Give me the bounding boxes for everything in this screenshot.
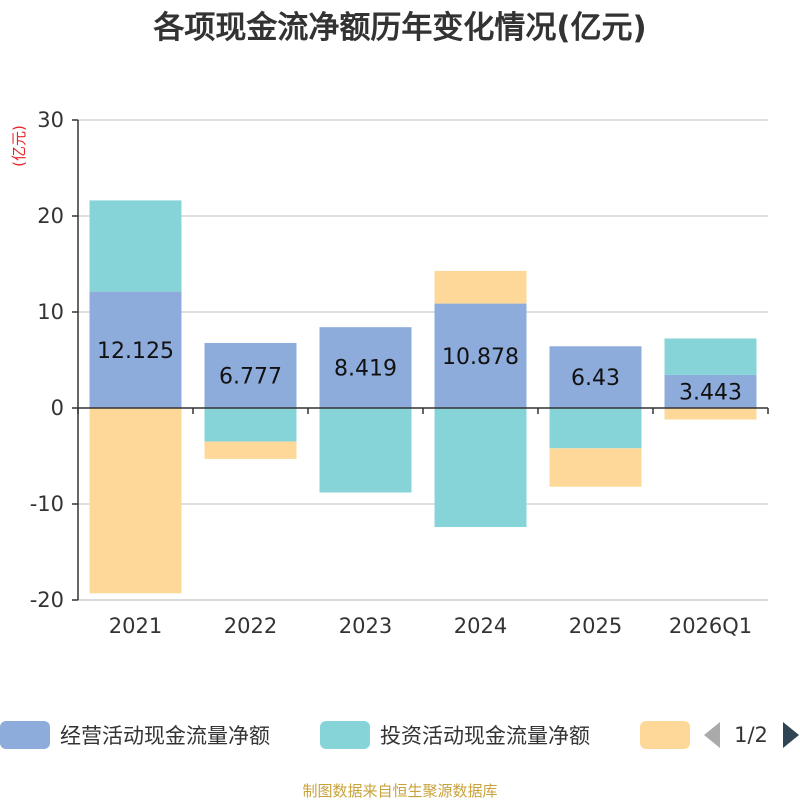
bar-segment: [549, 346, 642, 408]
bar-segment: [89, 291, 182, 408]
bar-segment: [204, 408, 297, 442]
bar-segment: [549, 408, 642, 449]
data-label: 12.125: [97, 339, 174, 364]
bar-segment: [204, 342, 297, 408]
axes: 30 20 10 0 -10 -20 2021 2022 2023 2024 2025 2026Q1: [30, 108, 769, 638]
x-tick-label: 2024: [454, 614, 507, 638]
bar-segment: [664, 408, 757, 420]
legend-label: 投资活动现金流量净额: [380, 724, 590, 748]
legend-swatch: [320, 721, 370, 749]
x-tick-label: 2026Q1: [669, 614, 752, 638]
x-tick-label: 2023: [339, 614, 392, 638]
bar-segment: [89, 408, 182, 594]
y-tick-label: 10: [37, 300, 64, 324]
bar-segment: [319, 327, 412, 408]
x-tick-label: 2021: [109, 614, 162, 638]
legend: 经营活动现金流量净额 投资活动现金流量净额 1/2: [0, 721, 799, 749]
bar-segment: [664, 338, 757, 375]
bar-segment: [434, 270, 527, 304]
chart-title: 各项现金流净额历年变化情况(亿元): [152, 10, 646, 46]
data-label: 10.878: [442, 345, 519, 370]
grid-lines: [78, 119, 768, 601]
legend-prev-icon[interactable]: [704, 722, 720, 748]
legend-page-indicator: 1/2: [734, 723, 768, 747]
bar-segment: [89, 200, 182, 292]
y-tick-label: 30: [37, 108, 64, 132]
source-note: 制图数据来自恒生聚源数据库: [302, 782, 497, 800]
x-tick-label: 2025: [569, 614, 622, 638]
legend-swatch: [640, 721, 690, 749]
bar-segment: [319, 408, 412, 493]
y-tick-label: 0: [51, 396, 64, 420]
x-tick-label: 2022: [224, 614, 277, 638]
bar-segment: [434, 408, 527, 528]
legend-next-icon[interactable]: [783, 722, 799, 748]
bar-segment: [664, 374, 757, 408]
data-label: 6.777: [219, 364, 282, 389]
data-labels: 12.125 6.777 8.419 10.878 6.43 3.443: [97, 339, 742, 406]
y-tick-label: 20: [37, 204, 64, 228]
bar-segment: [549, 448, 642, 487]
bar-segment: [204, 441, 297, 459]
y-axis-unit: (亿元): [10, 125, 28, 167]
data-label: 3.443: [679, 380, 742, 405]
data-label: 8.419: [334, 357, 397, 382]
bars: [89, 200, 757, 594]
bar-segment: [434, 303, 527, 408]
y-tick-label: -10: [30, 492, 64, 516]
legend-swatch: [0, 721, 50, 749]
y-tick-label: -20: [30, 588, 64, 612]
data-label: 6.43: [571, 366, 620, 391]
legend-label: 经营活动现金流量净额: [60, 724, 270, 748]
